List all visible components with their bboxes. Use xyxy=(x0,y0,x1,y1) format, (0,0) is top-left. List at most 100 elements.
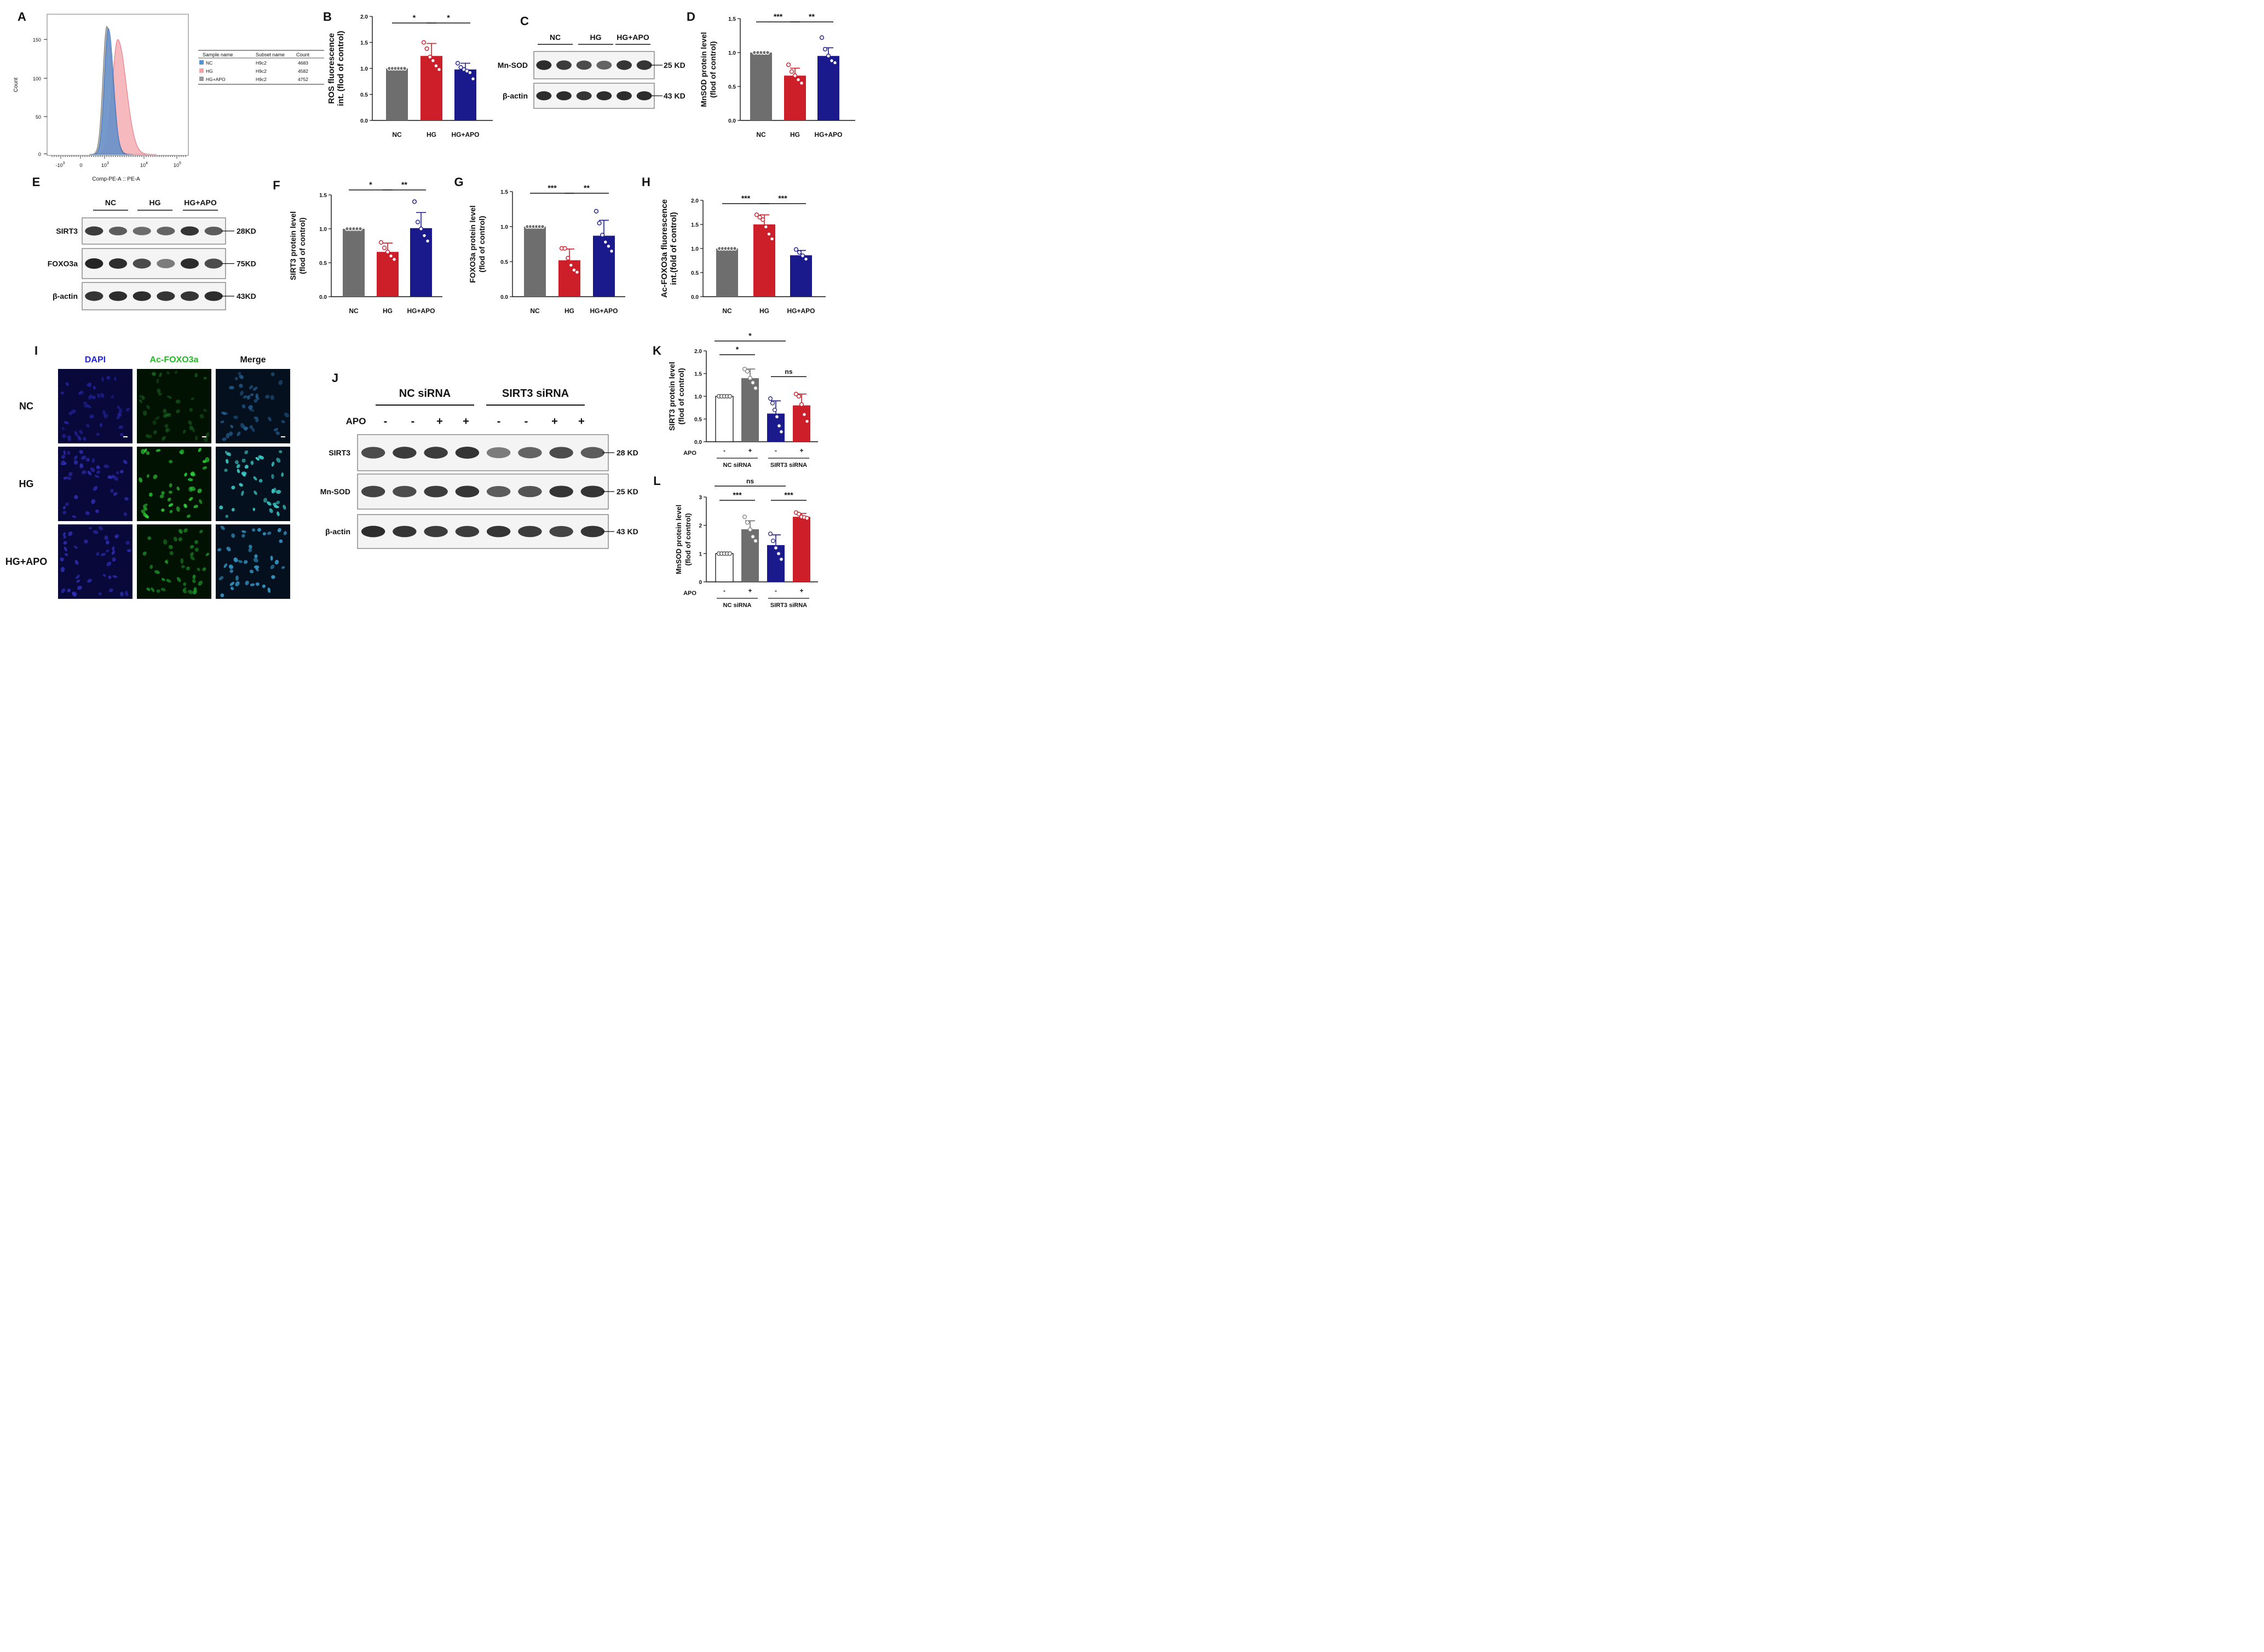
data-point-h-2 xyxy=(800,253,805,258)
blot-e-group-label: NC xyxy=(105,198,116,207)
if-nucleus xyxy=(93,385,96,390)
if-nucleus xyxy=(91,499,96,504)
blot-j-group-label: SIRT3 siRNA xyxy=(502,388,569,400)
if-nucleus xyxy=(270,564,275,569)
data-point-l-1 xyxy=(750,534,756,539)
y-tick-label-d: 1.0 xyxy=(728,50,736,56)
if-nucleus xyxy=(164,560,168,564)
data-point-l-0 xyxy=(727,551,733,556)
if-nucleus xyxy=(91,458,95,463)
if-nucleus xyxy=(254,554,258,558)
data-point-b-1 xyxy=(424,46,429,51)
data-point-d-1 xyxy=(792,73,798,78)
if-nucleus xyxy=(163,408,167,414)
if-nucleus xyxy=(239,383,243,388)
y-tick-label-g: 1.0 xyxy=(500,224,508,230)
if-nucleus xyxy=(231,486,235,490)
if-nucleus xyxy=(78,391,82,395)
x-tick-label-l-1: + xyxy=(748,587,752,594)
if-nucleus xyxy=(143,448,147,453)
if-nucleus xyxy=(67,588,71,593)
if-nucleus xyxy=(169,490,172,494)
x-tick-label-g-1: HG xyxy=(564,307,574,315)
data-point-f-2 xyxy=(412,199,417,204)
y-tick-label-h: 0.0 xyxy=(691,294,699,301)
significance-label-d-0: *** xyxy=(774,12,783,21)
blot-j-row-1-band xyxy=(361,486,385,498)
flow-y-label: Count xyxy=(13,77,19,92)
x-tick-label-g-2: HG+APO xyxy=(590,307,618,315)
if-nucleus xyxy=(62,510,67,515)
data-point-h-1 xyxy=(763,224,768,229)
if-nucleus xyxy=(183,528,188,533)
blot-j-apo-sign: - xyxy=(525,415,528,428)
if-nucleus xyxy=(251,427,255,432)
y-axis-label-k: SIRT3 protein level xyxy=(667,362,676,431)
blot-c-row-1-band xyxy=(536,91,552,101)
if-nucleus xyxy=(157,388,161,394)
if-nucleus xyxy=(142,551,147,556)
if-nucleus xyxy=(62,434,66,438)
if-nucleus xyxy=(239,390,244,396)
if-nucleus xyxy=(278,380,283,385)
if-nucleus xyxy=(63,535,66,539)
data-point-k-2 xyxy=(770,401,775,406)
if-nucleus xyxy=(180,558,183,564)
if-nucleus xyxy=(165,427,171,432)
if-nucleus xyxy=(248,547,252,552)
if-nucleus xyxy=(124,591,129,597)
if-nucleus xyxy=(255,393,259,397)
data-point-b-1 xyxy=(421,40,427,45)
blot-e-row-label: FOXO3a xyxy=(48,259,78,268)
if-nucleus xyxy=(98,526,103,530)
blot-j-apo-label: APO xyxy=(346,416,366,426)
blot-j-row-2-band xyxy=(455,525,480,538)
significance-label-h-1: *** xyxy=(778,194,787,203)
if-nucleus xyxy=(147,536,152,540)
blot-e-group-label: HG+APO xyxy=(184,198,217,207)
data-point-d-1 xyxy=(786,62,791,67)
if-nucleus xyxy=(146,405,150,409)
panel-label-f: F xyxy=(273,178,280,192)
y-axis-label-b-line2: int. (flod of control) xyxy=(336,31,345,106)
if-nucleus xyxy=(125,408,130,412)
if-nucleus xyxy=(106,540,110,545)
if-nucleus xyxy=(167,498,171,502)
blot-j-row-2-band xyxy=(580,525,605,538)
if-nucleus xyxy=(277,528,281,533)
flow-table-swatch xyxy=(199,68,204,73)
if-nucleus xyxy=(60,391,65,395)
if-nucleus xyxy=(175,370,178,374)
blot-j-apo-sign: + xyxy=(463,415,469,428)
x-tick-label-l-2: - xyxy=(775,587,777,594)
blot-c-group-label: HG xyxy=(590,33,602,42)
flow-x-tick-label: -103 xyxy=(56,161,65,168)
if-nucleus xyxy=(284,412,290,418)
y-tick-label-b: 0.0 xyxy=(360,118,368,124)
if-nucleus xyxy=(193,590,198,594)
data-point-k-2 xyxy=(774,414,780,419)
if-nucleus xyxy=(77,586,82,590)
if-nucleus xyxy=(126,549,131,552)
if-nucleus xyxy=(102,410,106,415)
if-nucleus xyxy=(148,434,152,438)
if-nucleus xyxy=(71,409,77,414)
significance-label-f-1: ** xyxy=(401,180,407,189)
if-nucleus xyxy=(111,551,115,555)
data-point-l-2 xyxy=(773,545,779,551)
if-nucleus xyxy=(241,458,246,463)
y-tick-label-k: 0.0 xyxy=(694,440,702,446)
x-tick-label-g-0: NC xyxy=(530,307,540,315)
bar-k-3 xyxy=(793,405,810,442)
if-image xyxy=(137,447,211,521)
bar-l-3 xyxy=(793,517,810,582)
if-nucleus xyxy=(146,587,151,591)
if-nucleus xyxy=(74,455,78,460)
y-tick-label-d: 1.5 xyxy=(728,16,736,22)
if-nucleus xyxy=(187,590,193,594)
x-tick-label-h-2: HG+APO xyxy=(787,307,815,315)
if-nucleus xyxy=(233,557,238,563)
y-tick-label-h: 0.5 xyxy=(691,270,699,276)
if-nucleus xyxy=(162,436,166,441)
data-point-l-2 xyxy=(779,557,784,562)
